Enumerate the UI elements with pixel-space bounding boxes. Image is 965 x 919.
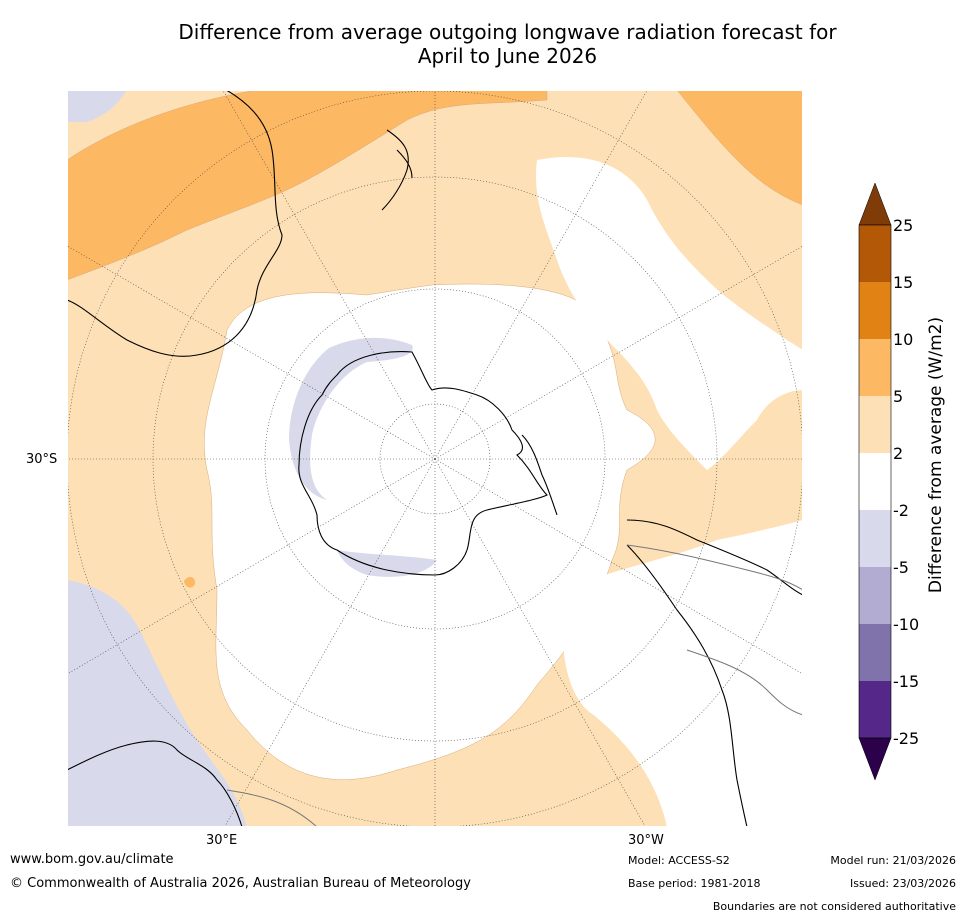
anomaly-minus-2-5-west	[67, 580, 247, 827]
colorbar-tick-2: 2	[893, 444, 903, 463]
colorbar-bin-15-25	[859, 225, 891, 282]
anomaly-5-10-small	[184, 577, 196, 588]
colorbar-bin-5-10	[859, 339, 891, 396]
colorbar-over-triangle	[858, 182, 892, 226]
anomaly-minus-2-5-antarctic	[289, 337, 413, 500]
anomaly-5-10-north	[67, 90, 548, 281]
colorbar-bin-m5-m10	[859, 567, 891, 624]
coast-africa	[67, 90, 283, 357]
lon-label-30w: 30°W	[628, 833, 664, 848]
colorbar-bin-m2-m5	[859, 510, 891, 567]
colorbar-tick-10: 10	[893, 330, 913, 349]
coast-antarctica	[298, 351, 548, 576]
lon-label-30e: 30°E	[206, 833, 238, 848]
footer-base-period: Base period: 1981-2018	[628, 877, 761, 890]
footer-issued: Issued: 23/03/2026	[849, 877, 956, 890]
colorbar-bin-neutral	[859, 453, 891, 510]
footer-copyright: © Commonwealth of Australia 2026, Austra…	[10, 876, 471, 891]
coastlines	[67, 90, 803, 827]
colorbar-tick-5: 5	[893, 387, 903, 406]
country-borders	[226, 544, 803, 827]
footer-disclaimer: Boundaries are not considered authoritat…	[712, 900, 956, 913]
footer-model: Model: ACCESS-S2	[628, 854, 730, 867]
coast-new-zealand	[381, 129, 413, 211]
colorbar-bin-m10-m15	[859, 624, 891, 681]
colorbar-tick-25: 25	[893, 216, 913, 235]
colorbar-under-triangle	[858, 737, 892, 781]
title-line-1: Difference from average outgoing longwav…	[178, 20, 837, 44]
polar-map	[67, 90, 803, 827]
colorbar: 25 15 10 5 2 -2 -5 -10 -15 -25 Differenc…	[858, 182, 946, 781]
anomaly-neutral-se	[563, 520, 803, 827]
colorbar-tick-m15: -15	[893, 672, 919, 691]
footer-website: www.bom.gov.au/climate	[10, 852, 174, 867]
coast-south-america	[626, 519, 803, 827]
coast-antarctic-peninsula	[521, 434, 558, 516]
colorbar-tick-m5: -5	[893, 558, 909, 577]
colorbar-tick-15: 15	[893, 273, 913, 292]
colorbar-bin-m15-m25	[859, 681, 891, 738]
anomaly-5-10-northeast	[676, 90, 803, 206]
coast-australia	[67, 740, 243, 827]
colorbar-label: Difference from average (W/m2)	[926, 317, 946, 593]
colorbar-bin-2-5	[859, 396, 891, 453]
colorbar-tick-m25: -25	[893, 729, 919, 748]
anomaly-neutral-ne	[536, 156, 803, 470]
map-title: Difference from average outgoing longwav…	[60, 20, 955, 68]
colorbar-bin-10-15	[859, 282, 891, 339]
colorbar-tick-m2: -2	[893, 501, 909, 520]
lat-label-30s: 30°S	[26, 452, 58, 467]
graticule	[67, 90, 803, 827]
footer-model-run: Model run: 21/03/2026	[830, 854, 956, 867]
anomaly-minus-2-5-southpatch	[337, 550, 437, 577]
colorbar-tick-m10: -10	[893, 615, 919, 634]
title-line-2: April to June 2026	[417, 44, 598, 68]
anomaly-minus-2-5-topleft	[67, 90, 127, 122]
